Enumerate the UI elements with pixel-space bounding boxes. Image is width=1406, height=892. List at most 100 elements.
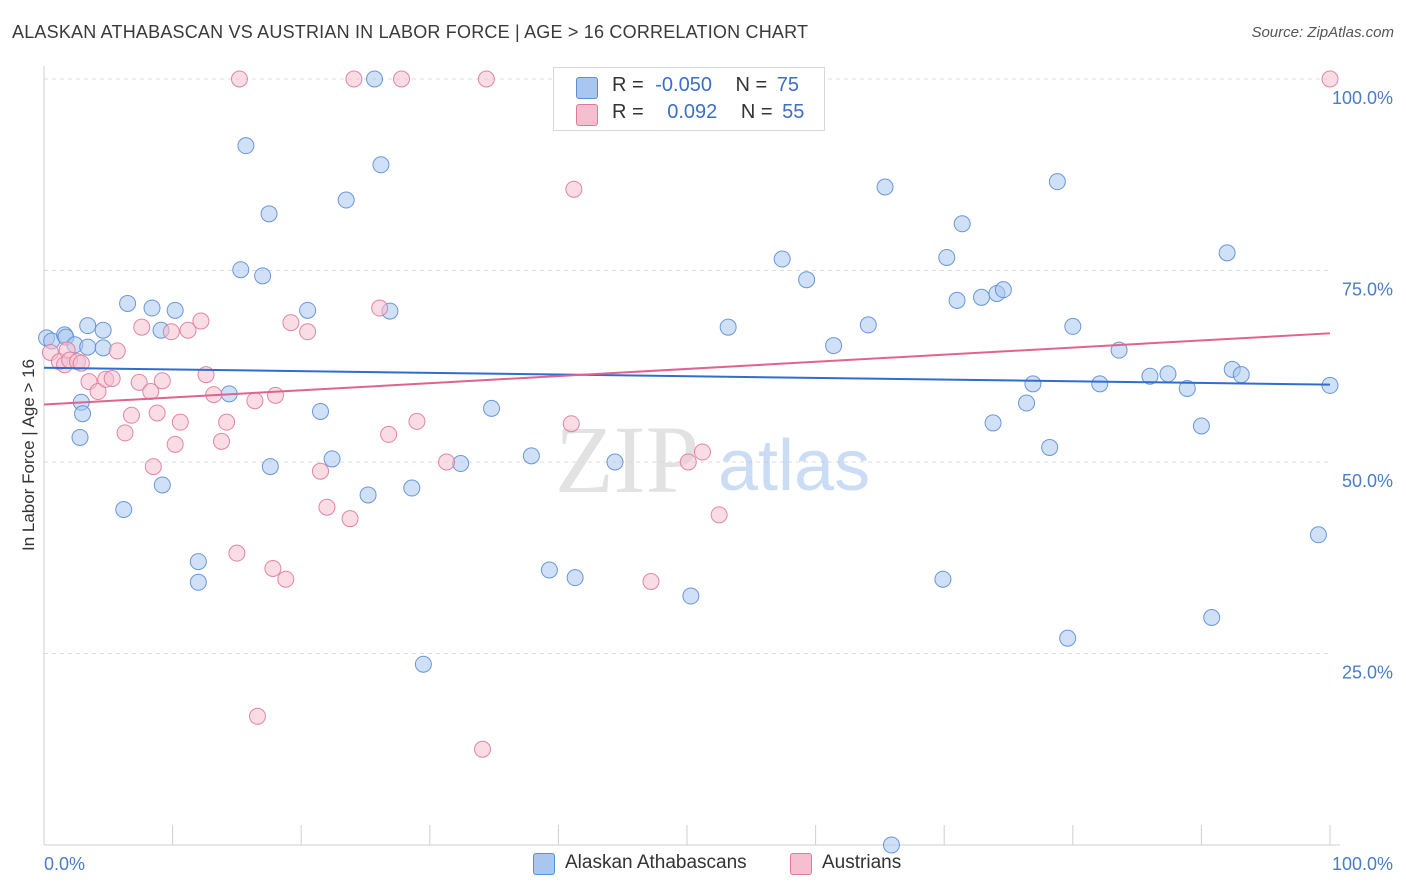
bottom-legend-label-austrian: Austrians [822, 852, 902, 873]
point-1-29 [228, 544, 246, 562]
point-1-54 [710, 506, 728, 524]
point-0-41 [606, 453, 624, 471]
bottom-legend-label-athabascan: Alaskan Athabascans [565, 852, 747, 873]
point-0-35 [414, 655, 432, 673]
point-0-23 [254, 267, 272, 285]
point-0-9 [119, 294, 137, 312]
point-1-24 [192, 312, 210, 330]
chart-title: ALASKAN ATHABASCAN VS AUSTRIAN IN LABOR … [12, 22, 809, 42]
legend-text-athabascan: R = -0.050 N = 75 [612, 74, 799, 97]
point-0-17 [153, 476, 171, 494]
point-1-22 [171, 413, 189, 431]
point-0-63 [1064, 317, 1082, 335]
grid-lines [44, 78, 1330, 654]
point-0-19 [189, 573, 207, 591]
point-0-6 [79, 338, 97, 356]
point-1-28 [218, 413, 236, 431]
point-1-41 [345, 70, 363, 88]
point-0-74 [1309, 526, 1327, 544]
point-0-45 [798, 271, 816, 289]
point-1-19 [153, 372, 171, 390]
point-1-37 [299, 323, 317, 341]
y-tick-label-2: 50.0% [1342, 471, 1393, 491]
y-tick-label-3: 25.0% [1342, 663, 1393, 683]
point-1-23 [179, 321, 197, 339]
point-0-54 [972, 288, 990, 306]
point-0-28 [323, 450, 341, 468]
point-1-49 [562, 415, 580, 433]
point-1-43 [380, 425, 398, 443]
point-0-24 [260, 205, 278, 223]
point-0-64 [1091, 375, 1109, 393]
point-1-12 [116, 424, 134, 442]
point-0-73 [1232, 366, 1250, 384]
point-1-32 [248, 707, 266, 725]
watermark-atlas: atlas [718, 426, 870, 506]
n-value: 75 [776, 74, 800, 96]
point-0-32 [372, 156, 390, 174]
point-0-71 [1218, 244, 1236, 262]
point-1-10 [103, 370, 121, 388]
chart-source: Source: ZipAtlas.com [1251, 24, 1394, 41]
x-tick-label-1: 100.0% [1332, 854, 1393, 874]
point-0-22 [237, 137, 255, 155]
point-1-14 [130, 373, 148, 391]
point-0-50 [934, 570, 952, 588]
point-1-39 [318, 498, 336, 516]
series-austrians-points [41, 70, 1339, 758]
point-1-17 [144, 458, 162, 476]
point-0-60 [1041, 438, 1059, 456]
point-0-55 [984, 414, 1002, 432]
point-1-52 [679, 453, 697, 471]
point-1-40 [341, 510, 359, 528]
point-1-30 [230, 70, 248, 88]
point-0-15 [71, 428, 89, 446]
point-1-46 [438, 453, 456, 471]
y-tick-label-1: 75.0% [1342, 280, 1393, 300]
point-1-36 [282, 314, 300, 332]
point-1-44 [393, 70, 411, 88]
point-0-58 [1018, 394, 1036, 412]
point-0-37 [483, 399, 501, 417]
point-0-27 [311, 402, 329, 420]
point-1-33 [264, 559, 282, 577]
r-label: R = [612, 74, 644, 96]
point-0-70 [1203, 608, 1221, 626]
trend-line-0 [43, 366, 1331, 386]
point-1-42 [371, 299, 389, 317]
r-value: 0.092 [667, 101, 718, 123]
point-0-39 [540, 561, 558, 579]
point-0-12 [166, 301, 184, 319]
point-1-55 [1321, 70, 1339, 88]
point-0-16 [115, 500, 133, 518]
n-label: N = [735, 74, 768, 96]
point-1-27 [212, 432, 230, 450]
point-1-15 [133, 318, 151, 336]
point-0-53 [953, 215, 971, 233]
point-0-26 [299, 301, 317, 319]
trend-lines [43, 332, 1331, 406]
y-tick-label-0: 100.0% [1332, 88, 1393, 108]
point-1-6 [72, 354, 90, 372]
bottom-legend-swatch-austrian [790, 853, 812, 875]
point-0-44 [773, 250, 791, 268]
bottom-legend-swatch-athabascan [533, 853, 555, 875]
point-0-49 [882, 836, 900, 854]
point-0-67 [1159, 365, 1177, 383]
point-1-47 [474, 740, 492, 758]
point-0-61 [1048, 173, 1066, 191]
series-alaskan-athabascans-points [38, 70, 1339, 854]
point-0-8 [94, 321, 112, 339]
point-1-38 [311, 462, 329, 480]
legend-text-austrian: R = 0.092 N = 55 [612, 101, 804, 124]
point-0-46 [825, 337, 843, 355]
point-0-62 [1059, 629, 1077, 647]
point-0-47 [859, 316, 877, 334]
point-0-69 [1192, 417, 1210, 435]
point-1-34 [266, 386, 284, 404]
point-1-35 [277, 570, 295, 588]
point-1-50 [565, 180, 583, 198]
point-0-38 [522, 447, 540, 465]
point-0-14 [74, 405, 92, 423]
